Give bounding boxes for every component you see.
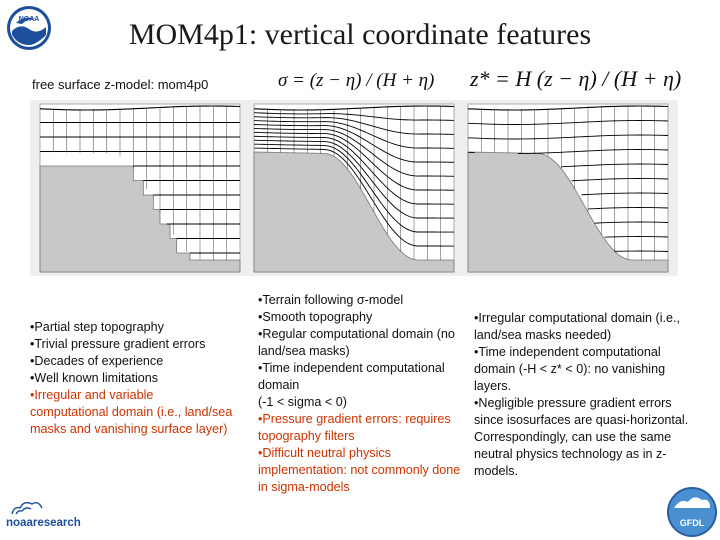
list-item: •Irregular computational domain (i.e., l… [474,311,681,342]
noaa-logo: NOAA [7,6,51,50]
topography [39,165,241,273]
noaa-research-text: noaaresearch [6,517,81,529]
gfdl-logo: GFDL [667,487,717,537]
free-surface-line [253,105,455,111]
coordinate-line [253,139,455,219]
free-surface-line [39,105,241,111]
list-item: •Negligible pressure gradient errors sin… [474,396,689,478]
list-item: •Pressure gradient errors: requires topo… [258,412,451,443]
zstar-equation: z* = H (z − η) / (H + η) [470,66,682,91]
list-item: •Time independent computational domain (… [474,345,666,393]
slide-title: MOM4p1: vertical coordinate features [128,18,592,51]
gfdl-logo-text: GFDL [680,518,705,528]
coordinate-line [253,135,455,205]
zstar-model-features: •Irregular computational domain (i.e., l… [474,310,704,480]
coordinate-line [467,134,669,140]
coordinate-line [571,178,669,182]
list-item: •Decades of experience [30,354,164,368]
coordinate-line [253,127,455,177]
sigma-equation: σ = (z − η) / (H + η) [278,70,435,91]
list-item: •Terrain following σ-model [258,293,404,307]
list-item: •Well known limitations [30,371,159,385]
coordinate-line [581,192,669,196]
list-item: •Trivial pressure gradient errors [30,337,206,351]
list-item: •Regular computational domain (no land/s… [258,327,455,358]
list-item: •Smooth topography [258,310,373,324]
coordinate-panels [30,100,678,276]
coordinate-line [253,131,455,191]
coordinate-line [253,143,455,233]
topography [467,151,669,273]
coordinate-line [253,147,455,247]
list-item: •Difficult neutral physics implementatio… [258,446,461,494]
coordinate-line [594,221,669,224]
sigma-model-features: •Terrain following σ-model •Smooth topog… [258,292,463,496]
free-surface-line [467,105,669,111]
panel-zstar-model [467,103,669,273]
coordinate-line [253,120,455,149]
coordinate-line [253,112,455,121]
list-item: •Partial step topography [30,320,164,334]
panel-sigma-model [253,103,455,273]
coordinate-line [253,116,455,135]
panel-z-model [39,103,241,273]
noaa-logo-text: NOAA [19,16,40,23]
list-item: •Irregular and variable computational do… [30,388,233,436]
z-model-features: •Partial step topography •Trivial pressu… [30,319,235,438]
coordinate-line [253,124,455,163]
coordinate-line [604,236,669,238]
list-item: •Time independent computational domain [258,361,445,392]
coordinate-line [467,149,669,154]
coordinate-line [467,120,669,125]
topography [253,151,455,273]
noaa-research-logo: noaaresearch [6,501,81,529]
list-item: (-1 < sigma < 0) [258,395,347,409]
subtitle: free surface z-model: mom4p0 [32,77,209,92]
